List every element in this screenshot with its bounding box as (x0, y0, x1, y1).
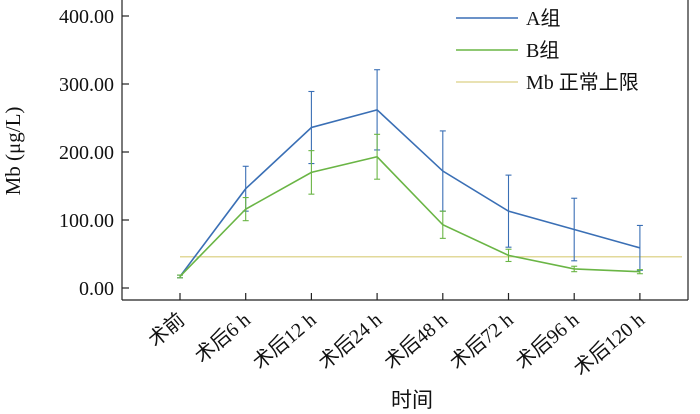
y-tick-label: 300.00 (59, 74, 114, 96)
tick-labels: 0.00 100.00 200.00 300.00 400.00 术前 术后6 h术后12 … (59, 6, 649, 380)
x-tick-label: 术前 (144, 308, 189, 351)
y-tick-label: 0.00 (79, 278, 114, 300)
legend-label-series-b: B组 (526, 39, 559, 62)
x-tick-label: 术后24 h (314, 308, 386, 374)
x-tick-label: 术后48 h (380, 308, 452, 374)
y-tick-label: 200.00 (59, 142, 114, 164)
legend: A组 B组 Mb 正常上限 (456, 7, 639, 94)
x-tick-label: 术后12 h (248, 308, 320, 374)
legend-label-reference: Mb 正常上限 (526, 71, 639, 94)
series-line (179, 108, 641, 277)
series-b (177, 133, 643, 279)
series-a (177, 69, 643, 279)
y-axis-title: Mb (μg/L) (1, 107, 25, 196)
y-tick-label: 400.00 (59, 6, 114, 28)
axes (121, 0, 689, 301)
x-axis-title: 时间 (391, 388, 433, 412)
x-tick-label: 术后6 h (190, 308, 255, 367)
legend-label-series-a: A组 (526, 7, 560, 30)
x-tick-label: 术后72 h (445, 308, 517, 374)
y-tick-label: 100.00 (59, 210, 114, 232)
series-line (179, 155, 640, 277)
x-tick-label: 术后120 h (569, 308, 649, 380)
series-layer (177, 69, 643, 279)
